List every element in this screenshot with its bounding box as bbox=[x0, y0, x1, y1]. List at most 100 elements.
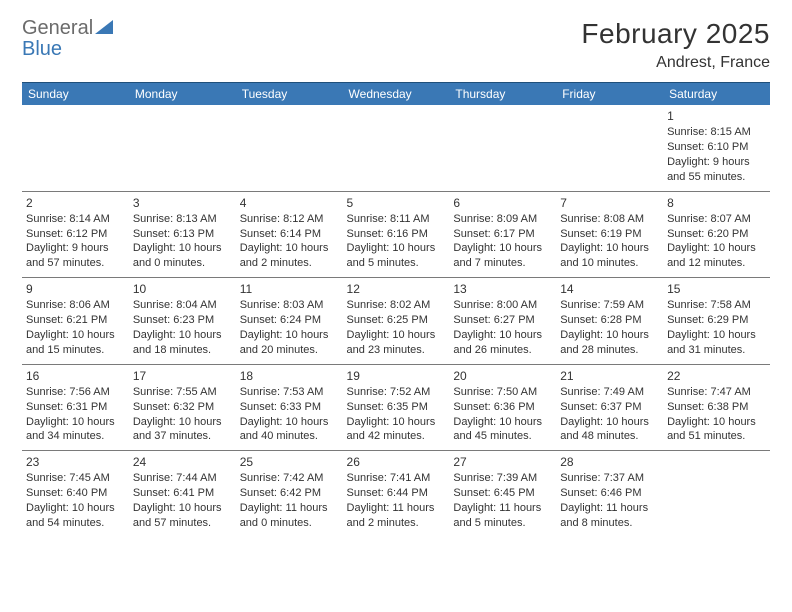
day-number: 4 bbox=[240, 195, 339, 211]
calendar-cell: 22Sunrise: 7:47 AMSunset: 6:38 PMDayligh… bbox=[663, 364, 770, 451]
daylight-text: and 23 minutes. bbox=[347, 343, 446, 358]
daylight-text: Daylight: 10 hours bbox=[667, 415, 766, 430]
sunrise-text: Sunrise: 7:41 AM bbox=[347, 471, 446, 486]
calendar-cell: 18Sunrise: 7:53 AMSunset: 6:33 PMDayligh… bbox=[236, 364, 343, 451]
sunrise-text: Sunrise: 8:09 AM bbox=[453, 212, 552, 227]
calendar-cell: 28Sunrise: 7:37 AMSunset: 6:46 PMDayligh… bbox=[556, 451, 663, 537]
daylight-text: and 8 minutes. bbox=[560, 516, 659, 531]
day-number: 2 bbox=[26, 195, 125, 211]
daylight-text: and 34 minutes. bbox=[26, 429, 125, 444]
sunset-text: Sunset: 6:12 PM bbox=[26, 227, 125, 242]
sunset-text: Sunset: 6:35 PM bbox=[347, 400, 446, 415]
sunrise-text: Sunrise: 7:56 AM bbox=[26, 385, 125, 400]
calendar-cell: 13Sunrise: 8:00 AMSunset: 6:27 PMDayligh… bbox=[449, 278, 556, 365]
header: General Blue February 2025 Andrest, Fran… bbox=[22, 18, 770, 72]
weekday-header: Friday bbox=[556, 83, 663, 106]
sunrise-text: Sunrise: 8:14 AM bbox=[26, 212, 125, 227]
calendar-cell: 17Sunrise: 7:55 AMSunset: 6:32 PMDayligh… bbox=[129, 364, 236, 451]
daylight-text: and 31 minutes. bbox=[667, 343, 766, 358]
day-number: 11 bbox=[240, 281, 339, 297]
sunrise-text: Sunrise: 7:52 AM bbox=[347, 385, 446, 400]
calendar-cell: 10Sunrise: 8:04 AMSunset: 6:23 PMDayligh… bbox=[129, 278, 236, 365]
sunset-text: Sunset: 6:44 PM bbox=[347, 486, 446, 501]
sunrise-text: Sunrise: 8:03 AM bbox=[240, 298, 339, 313]
daylight-text: Daylight: 11 hours bbox=[560, 501, 659, 516]
daylight-text: and 10 minutes. bbox=[560, 256, 659, 271]
sunrise-text: Sunrise: 7:47 AM bbox=[667, 385, 766, 400]
calendar-body: 1Sunrise: 8:15 AMSunset: 6:10 PMDaylight… bbox=[22, 105, 770, 537]
daylight-text: Daylight: 10 hours bbox=[26, 415, 125, 430]
sunset-text: Sunset: 6:14 PM bbox=[240, 227, 339, 242]
sunrise-text: Sunrise: 7:42 AM bbox=[240, 471, 339, 486]
day-number: 25 bbox=[240, 454, 339, 470]
daylight-text: Daylight: 11 hours bbox=[347, 501, 446, 516]
logo-blue: Blue bbox=[22, 38, 62, 60]
day-number: 28 bbox=[560, 454, 659, 470]
sunset-text: Sunset: 6:29 PM bbox=[667, 313, 766, 328]
daylight-text: Daylight: 9 hours bbox=[667, 155, 766, 170]
daylight-text: Daylight: 10 hours bbox=[667, 328, 766, 343]
sunrise-text: Sunrise: 8:06 AM bbox=[26, 298, 125, 313]
sunset-text: Sunset: 6:23 PM bbox=[133, 313, 232, 328]
sunset-text: Sunset: 6:38 PM bbox=[667, 400, 766, 415]
sunset-text: Sunset: 6:20 PM bbox=[667, 227, 766, 242]
day-number: 12 bbox=[347, 281, 446, 297]
day-number: 13 bbox=[453, 281, 552, 297]
daylight-text: Daylight: 11 hours bbox=[240, 501, 339, 516]
daylight-text: and 2 minutes. bbox=[240, 256, 339, 271]
calendar-cell: 23Sunrise: 7:45 AMSunset: 6:40 PMDayligh… bbox=[22, 451, 129, 537]
daylight-text: Daylight: 10 hours bbox=[560, 415, 659, 430]
daylight-text: Daylight: 10 hours bbox=[453, 241, 552, 256]
sunrise-text: Sunrise: 7:50 AM bbox=[453, 385, 552, 400]
calendar-week-row: 9Sunrise: 8:06 AMSunset: 6:21 PM Daylight… bbox=[22, 278, 770, 365]
day-number: 20 bbox=[453, 368, 552, 384]
daylight-text: and 5 minutes. bbox=[347, 256, 446, 271]
calendar-cell: 26Sunrise: 7:41 AMSunset: 6:44 PMDayligh… bbox=[343, 451, 450, 537]
sunset-text: Sunset: 6:19 PM bbox=[560, 227, 659, 242]
calendar-cell: 2Sunrise: 8:14 AMSunset: 6:12 PMDaylight… bbox=[22, 191, 129, 278]
day-number: 16 bbox=[26, 368, 125, 384]
sunset-text: Sunset: 6:21 PM bbox=[26, 313, 125, 328]
day-number: 21 bbox=[560, 368, 659, 384]
daylight-text: and 7 minutes. bbox=[453, 256, 552, 271]
day-number: 18 bbox=[240, 368, 339, 384]
daylight-text: Daylight: 10 hours bbox=[560, 328, 659, 343]
sunset-text: Sunset: 6:32 PM bbox=[133, 400, 232, 415]
sunrise-text: Sunrise: 7:44 AM bbox=[133, 471, 232, 486]
sunrise-text: Sunrise: 8:15 AM bbox=[667, 125, 766, 140]
daylight-text: Daylight: 10 hours bbox=[26, 501, 125, 516]
day-number: 23 bbox=[26, 454, 125, 470]
sunrise-text: Sunrise: 7:45 AM bbox=[26, 471, 125, 486]
sunset-text: Sunset: 6:27 PM bbox=[453, 313, 552, 328]
daylight-text: and 0 minutes. bbox=[133, 256, 232, 271]
calendar-week-row: 23Sunrise: 7:45 AMSunset: 6:40 PMDayligh… bbox=[22, 451, 770, 537]
sunset-text: Sunset: 6:46 PM bbox=[560, 486, 659, 501]
calendar-table: Sunday Monday Tuesday Wednesday Thursday… bbox=[22, 82, 770, 537]
day-number: 9 bbox=[26, 281, 125, 297]
daylight-text: and 26 minutes. bbox=[453, 343, 552, 358]
sunrise-text: Sunrise: 8:11 AM bbox=[347, 212, 446, 227]
sunset-text: Sunset: 6:17 PM bbox=[453, 227, 552, 242]
sunrise-text: Sunrise: 7:37 AM bbox=[560, 471, 659, 486]
daylight-text: and 45 minutes. bbox=[453, 429, 552, 444]
calendar-cell bbox=[449, 105, 556, 191]
daylight-text: Daylight: 10 hours bbox=[133, 328, 232, 343]
day-number: 7 bbox=[560, 195, 659, 211]
daylight-text: and 55 minutes. bbox=[667, 170, 766, 185]
logo-general: General bbox=[22, 17, 93, 39]
daylight-text: and 18 minutes. bbox=[133, 343, 232, 358]
logo: General Blue bbox=[22, 18, 113, 60]
weekday-header: Saturday bbox=[663, 83, 770, 106]
day-number: 8 bbox=[667, 195, 766, 211]
calendar-cell bbox=[129, 105, 236, 191]
daylight-text: Daylight: 10 hours bbox=[347, 415, 446, 430]
sunrise-text: Sunrise: 7:39 AM bbox=[453, 471, 552, 486]
logo-text: General Blue bbox=[22, 18, 113, 60]
calendar-week-row: 16Sunrise: 7:56 AMSunset: 6:31 PMDayligh… bbox=[22, 364, 770, 451]
daylight-text: and 12 minutes. bbox=[667, 256, 766, 271]
sunset-text: Sunset: 6:28 PM bbox=[560, 313, 659, 328]
sunrise-text: Sunrise: 7:53 AM bbox=[240, 385, 339, 400]
sunset-text: Sunset: 6:37 PM bbox=[560, 400, 659, 415]
daylight-text: and 20 minutes. bbox=[240, 343, 339, 358]
sunset-text: Sunset: 6:40 PM bbox=[26, 486, 125, 501]
